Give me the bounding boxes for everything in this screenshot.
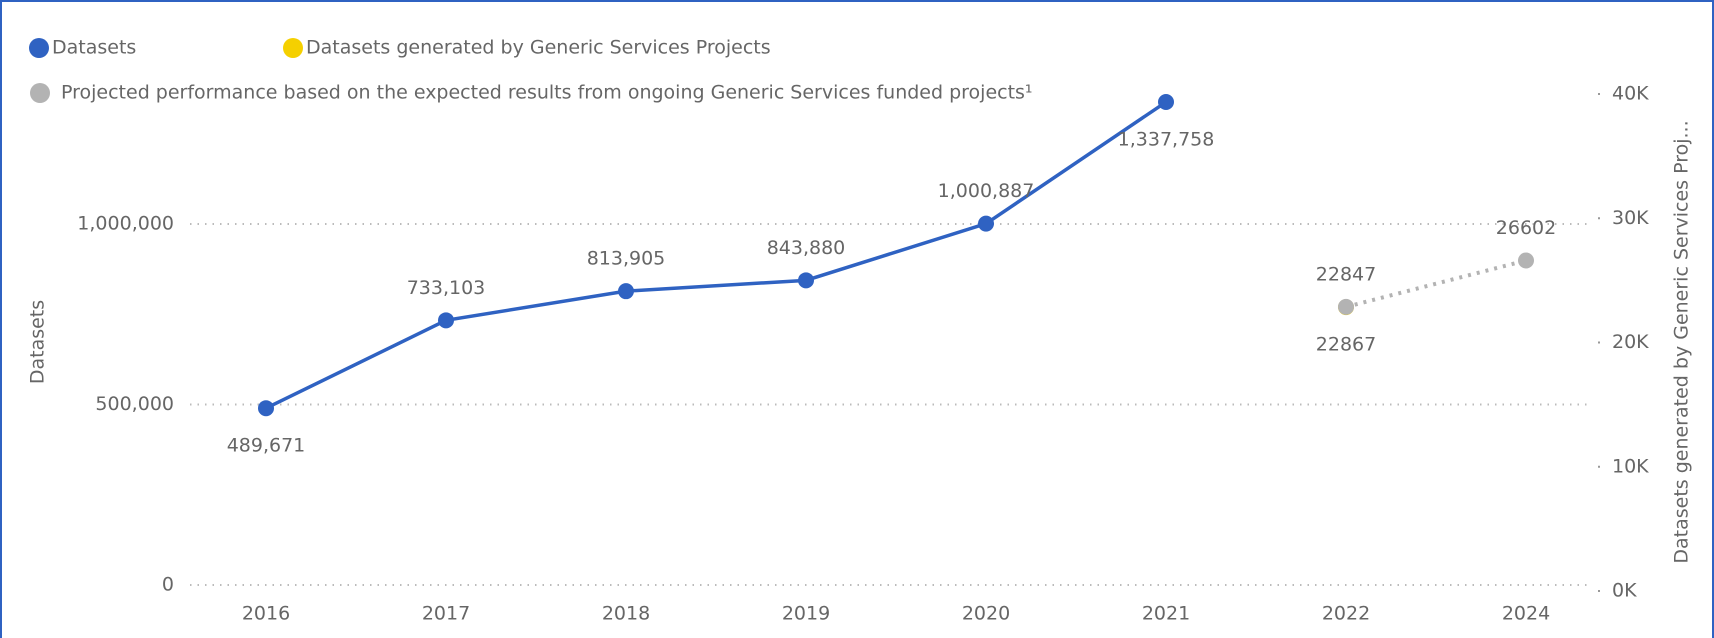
series-line [265, 100, 1167, 410]
y-axis-title: Datasets [27, 300, 49, 384]
x-tick-label: 2016 [242, 603, 290, 625]
data-point [618, 283, 634, 300]
legend-label: Datasets [52, 37, 136, 59]
y2-tick-label: 40K [1612, 83, 1649, 105]
series-line [1345, 258, 1527, 309]
y2-tick-label: 30K [1612, 207, 1649, 229]
data-point [1338, 298, 1354, 315]
data-point [978, 215, 994, 232]
x-tick-label: 2018 [602, 603, 650, 625]
data-point [438, 312, 454, 329]
x-tick-label: 2020 [962, 603, 1010, 625]
y-tick-label: 1,000,000 [77, 212, 174, 234]
y2-tick-label: 0K [1612, 580, 1637, 602]
legend-marker [30, 83, 50, 103]
data-label: 1,000,887 [938, 180, 1035, 202]
data-point [1158, 94, 1174, 111]
y2-axis-title: Datasets generated by Generic Services P… [1671, 120, 1693, 563]
legend-label: Projected performance based on the expec… [61, 82, 1033, 104]
y2-tick-label: 20K [1612, 331, 1649, 353]
y2-tick-label: 10K [1612, 455, 1649, 477]
data-point [798, 272, 814, 289]
x-tick-label: 2017 [422, 603, 470, 625]
data-point [258, 400, 274, 417]
data-label: 813,905 [587, 248, 666, 270]
legend-label: Datasets generated by Generic Services P… [306, 37, 771, 59]
legend-marker [283, 38, 303, 58]
data-label: 1,337,758 [1118, 129, 1215, 151]
x-tick-label: 2024 [1502, 603, 1550, 625]
data-label: 22847 [1316, 264, 1376, 286]
data-label: 489,671 [227, 435, 306, 457]
data-label: 733,103 [407, 277, 486, 299]
legend-marker [29, 38, 49, 58]
data-label: 843,880 [767, 237, 846, 259]
data-label: 22867 [1316, 333, 1376, 355]
x-tick-label: 2021 [1142, 603, 1190, 625]
x-tick-label: 2022 [1322, 603, 1370, 625]
data-point [1518, 252, 1534, 269]
data-label: 26602 [1496, 217, 1556, 239]
x-tick-label: 2019 [782, 603, 830, 625]
y-tick-label: 500,000 [95, 393, 174, 415]
y-tick-label: 0 [162, 574, 174, 596]
